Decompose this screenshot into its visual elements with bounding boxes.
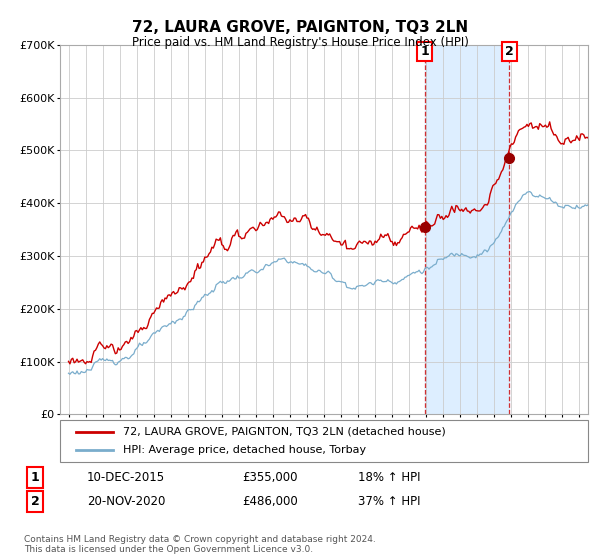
FancyBboxPatch shape	[60, 420, 588, 462]
Text: 1: 1	[31, 471, 40, 484]
Text: 10-DEC-2015: 10-DEC-2015	[87, 471, 165, 484]
Text: HPI: Average price, detached house, Torbay: HPI: Average price, detached house, Torb…	[124, 445, 367, 455]
Text: 72, LAURA GROVE, PAIGNTON, TQ3 2LN (detached house): 72, LAURA GROVE, PAIGNTON, TQ3 2LN (deta…	[124, 427, 446, 437]
Text: Contains HM Land Registry data © Crown copyright and database right 2024.
This d: Contains HM Land Registry data © Crown c…	[24, 535, 376, 554]
Text: £355,000: £355,000	[242, 471, 298, 484]
Text: 72, LAURA GROVE, PAIGNTON, TQ3 2LN: 72, LAURA GROVE, PAIGNTON, TQ3 2LN	[132, 20, 468, 35]
Bar	[425, 45, 509, 414]
Text: 20-NOV-2020: 20-NOV-2020	[87, 494, 165, 508]
Text: 1: 1	[421, 45, 429, 58]
Text: 18% ↑ HPI: 18% ↑ HPI	[358, 471, 420, 484]
Text: 2: 2	[31, 494, 40, 508]
Text: 37% ↑ HPI: 37% ↑ HPI	[358, 494, 420, 508]
Text: Price paid vs. HM Land Registry's House Price Index (HPI): Price paid vs. HM Land Registry's House …	[131, 36, 469, 49]
Text: 2: 2	[505, 45, 514, 58]
Text: £486,000: £486,000	[242, 494, 298, 508]
